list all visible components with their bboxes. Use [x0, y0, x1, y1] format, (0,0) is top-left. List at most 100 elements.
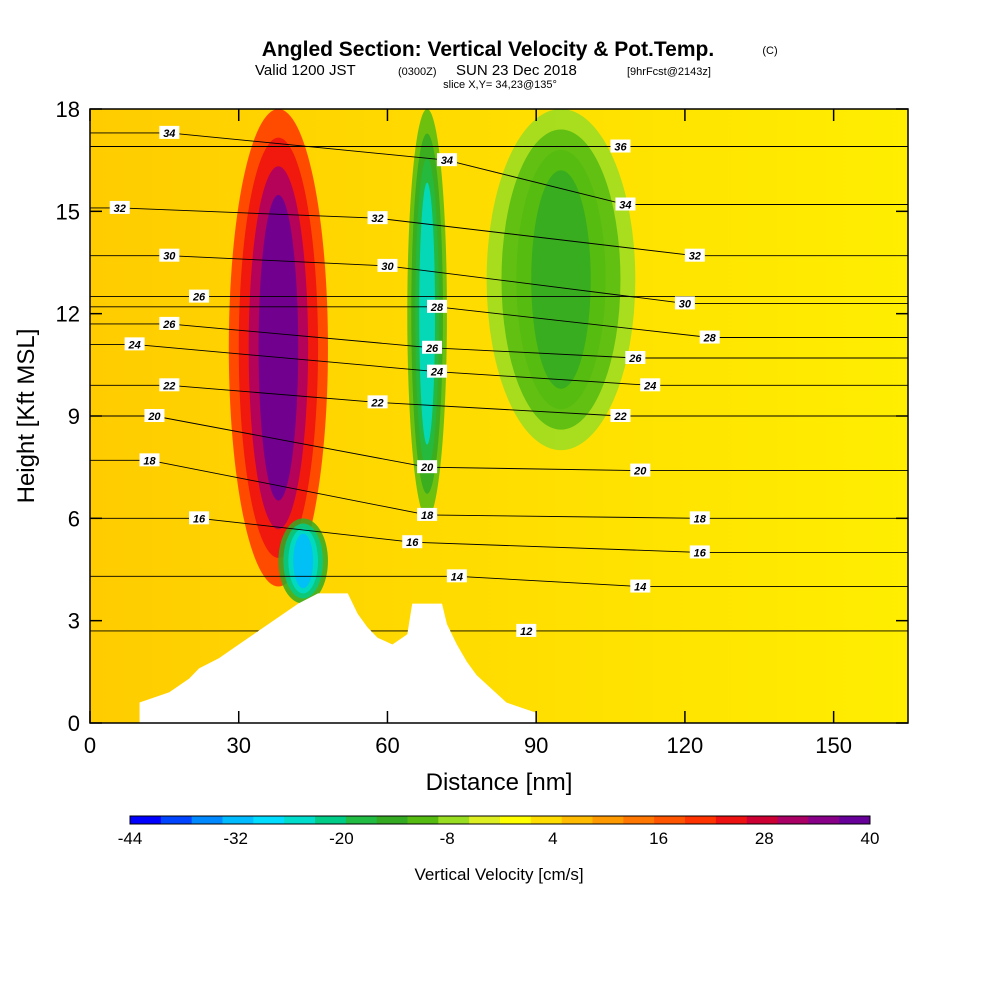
contour-label-16: 16	[406, 537, 419, 549]
contour-label-22: 22	[162, 380, 175, 392]
colorbar-swatch	[284, 816, 316, 824]
contour-label-16: 16	[193, 513, 206, 525]
contour-label-34: 34	[619, 200, 631, 212]
contour-label-bg	[417, 460, 438, 474]
contour-label-bg	[367, 211, 388, 225]
colorbar-swatch	[746, 816, 778, 824]
colorbar-title: Vertical Velocity [cm/s]	[414, 865, 583, 884]
colorbar-swatch	[500, 816, 532, 824]
colorbar-swatch	[839, 816, 871, 824]
contour-label-bg	[427, 364, 448, 378]
slice-label: slice X,Y= 34,23@135°	[443, 79, 557, 91]
velocity-feature-downdraft-2	[293, 533, 314, 589]
terrain-mask	[139, 593, 537, 723]
contour-label-32: 32	[371, 213, 383, 225]
contour-label-bg	[689, 511, 710, 525]
velocity-feature-updraft-0	[258, 194, 299, 501]
contour-label-bg	[630, 579, 651, 593]
velocity-feature-downdraft-3	[531, 170, 591, 389]
y-tick-label: 0	[68, 711, 80, 736]
colorbar-swatch	[715, 816, 748, 824]
contour-label-bg	[189, 289, 210, 303]
colorbar: -44 -32 -20 -8 4 16 28 40	[118, 815, 880, 848]
contour-label-bg	[610, 139, 631, 153]
colorbar-swatch	[777, 816, 809, 824]
colorbar-tick-label: 4	[548, 829, 557, 848]
contour-label-bg	[674, 296, 695, 310]
colorbar-swatch	[592, 816, 624, 824]
contour-label-36: 36	[614, 142, 627, 154]
contour-label-bg	[159, 248, 180, 262]
contour-label-30: 30	[679, 298, 692, 310]
contour-label-bg	[615, 197, 636, 211]
contour-label-18: 18	[421, 510, 434, 522]
contour-label-bg	[139, 453, 160, 467]
colorbar-swatch	[438, 816, 470, 824]
colorbar-tick-label: -20	[329, 829, 354, 848]
colorbar-swatch	[407, 816, 439, 824]
colorbar-swatch	[654, 816, 686, 824]
colorbar-tick-label: 40	[861, 829, 880, 848]
colorbar-frame	[129, 815, 871, 825]
chart-title: Angled Section: Vertical Velocity & Pot.…	[262, 38, 714, 61]
colorbar-swatch	[623, 816, 655, 824]
colorbar-swatch	[530, 816, 563, 824]
colorbar-swatch	[130, 816, 162, 824]
contour-label-bg	[367, 395, 388, 409]
contour-label-26: 26	[192, 292, 206, 304]
theta-contour-28	[90, 306, 908, 338]
contour-label-34: 34	[441, 155, 453, 167]
colorbar-swatch	[222, 816, 254, 824]
colorbar-tick-label: -8	[440, 829, 455, 848]
colorbar-swatch	[808, 816, 840, 824]
x-tick-label: 90	[524, 733, 548, 758]
velocity-field	[90, 109, 908, 723]
contour-label-bg	[610, 409, 631, 422]
contour-label-bg	[159, 316, 180, 330]
colorbar-swatch	[191, 816, 223, 824]
chart-title-suffix: (C)	[762, 45, 777, 57]
y-tick-label: 9	[68, 404, 80, 429]
x-axis-title: Distance [nm]	[426, 769, 573, 796]
contour-label-22: 22	[370, 397, 383, 409]
x-tick-label: 150	[815, 733, 852, 758]
valid-date: SUN 23 Dec 2018	[456, 62, 577, 79]
y-tick-label: 6	[68, 506, 80, 531]
contour-label-bg	[436, 153, 457, 167]
contour-label-22: 22	[613, 411, 626, 423]
contour-label-bg	[189, 511, 210, 525]
x-tick-label: 30	[226, 733, 250, 758]
theta-contour-14	[90, 575, 908, 588]
contour-label-bg	[159, 125, 180, 139]
colorbar-swatch	[561, 816, 593, 824]
contour-label-16: 16	[694, 547, 707, 559]
colorbar-swatch	[315, 816, 347, 824]
y-tick-label: 12	[56, 302, 80, 327]
contour-label-32: 32	[114, 203, 126, 215]
valid-prefix: Valid 1200 JST	[255, 62, 356, 79]
colorbar-swatch	[685, 816, 717, 824]
contour-label-20: 20	[633, 466, 647, 478]
valid-zulu: (0300Z)	[398, 66, 437, 78]
colorbar-swatch	[253, 816, 285, 824]
contour-label-bg	[124, 337, 145, 351]
contour-label-bg	[684, 248, 705, 262]
x-tick-label: 120	[667, 733, 704, 758]
contour-label-bg	[630, 463, 651, 477]
contour-label-bg	[377, 258, 398, 272]
colorbar-tick-label: 28	[755, 829, 774, 848]
contour-label-20: 20	[147, 411, 161, 423]
contour-label-24: 24	[127, 339, 140, 351]
y-tick-label: 15	[56, 199, 80, 224]
contour-label-32: 32	[689, 251, 701, 263]
contour-label-bg	[689, 545, 710, 559]
contour-label-14: 14	[634, 582, 646, 594]
contour-label-bg	[144, 409, 165, 422]
y-axis-title: Height [Kft MSL]	[13, 329, 40, 504]
contour-label-bg	[417, 507, 438, 521]
colorbar-swatch	[160, 816, 193, 824]
contour-label-bg	[446, 569, 467, 583]
contour-label-24: 24	[430, 367, 443, 379]
contour-label-bg	[402, 535, 423, 549]
valid-forecast: [9hrFcst@2143z]	[627, 66, 711, 78]
